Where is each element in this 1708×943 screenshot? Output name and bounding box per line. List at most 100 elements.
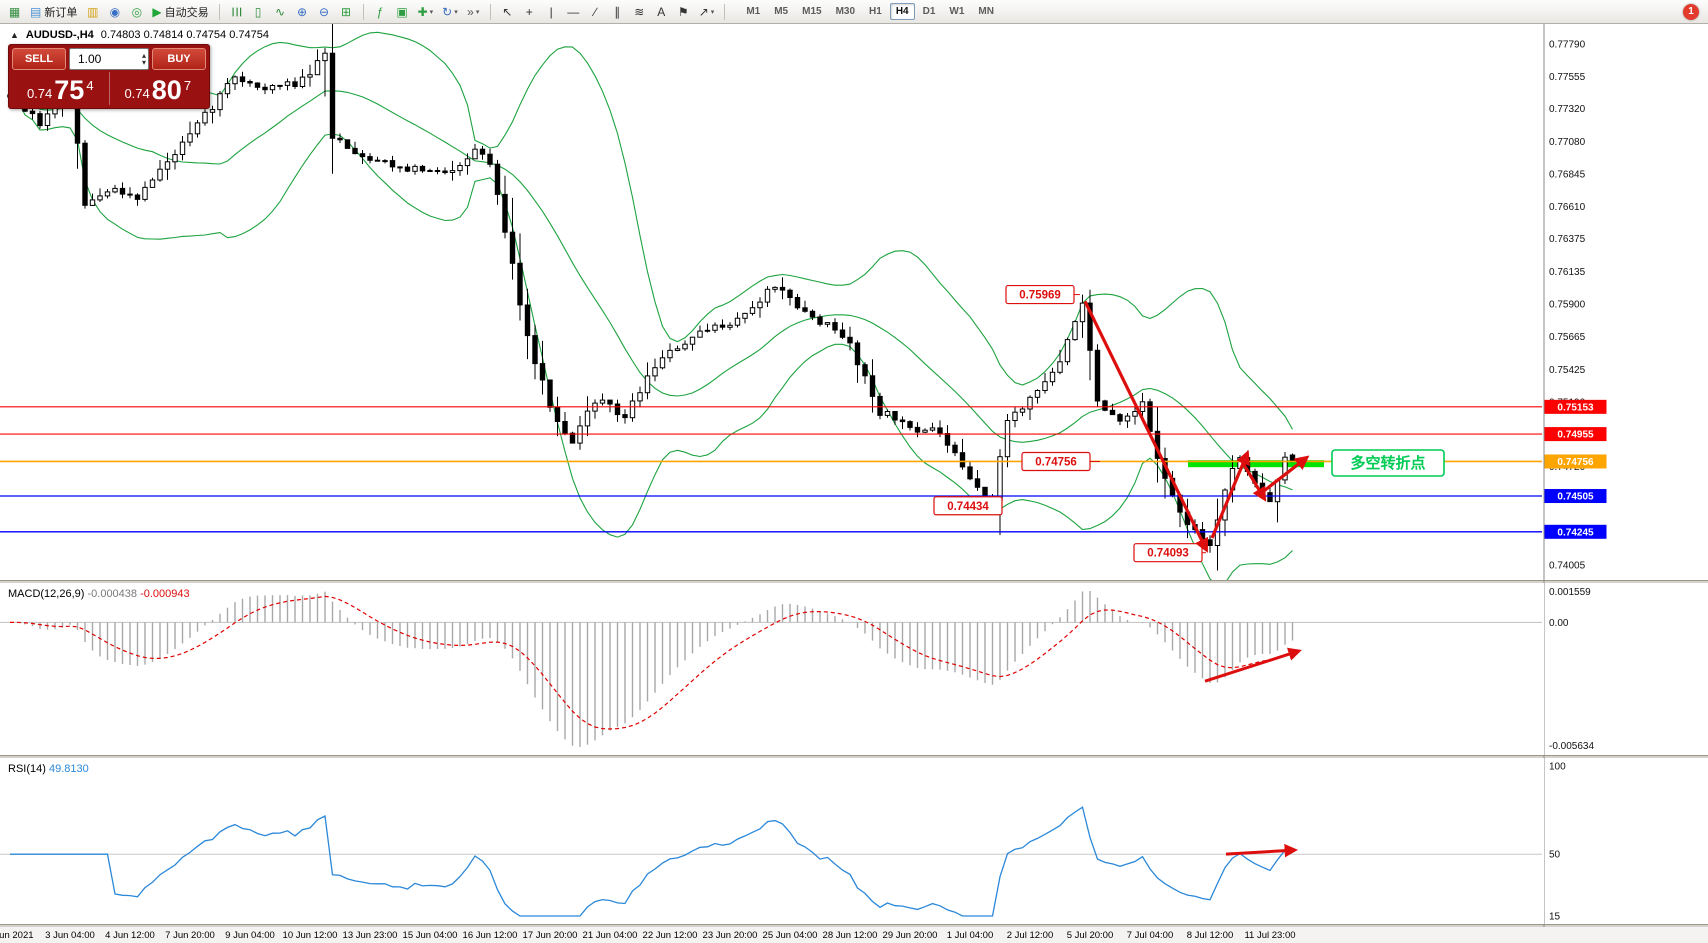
channel-tool-icon[interactable]: ∥	[607, 2, 628, 22]
price-badge-0.74955	[1544, 427, 1607, 442]
chart-header: ▲ AUDUSD-,H4 0.74803 0.74814 0.74754 0.7…	[10, 29, 269, 41]
sell-button[interactable]: SELL	[12, 48, 66, 70]
horizontal-line-tool-icon[interactable]: —	[563, 2, 584, 22]
price-badge-text: 0.75153	[1557, 402, 1594, 413]
bollinger-lower-band	[9, 96, 1293, 580]
timeframe-m1[interactable]: M1	[746, 6, 761, 17]
profile-icon[interactable]: ◉	[104, 2, 125, 22]
timeframe-m5[interactable]: M5	[774, 6, 789, 17]
indicators-icon-glyph: ƒ	[376, 4, 384, 19]
timeframe-d1[interactable]: D1	[922, 6, 936, 17]
cursor-tool-icon[interactable]: ↖	[497, 2, 518, 22]
time-axis-label: 1 Jul 04:00	[947, 930, 993, 941]
price-chart-panel[interactable]: 0.75969 0.74756 0.74434 0.74093 多空转折点	[0, 24, 1542, 585]
time-axis-label: 15 Jun 04:00	[403, 930, 458, 941]
price-annotation-box	[1005, 284, 1075, 305]
bar-chart-type-icon-glyph: ☰	[229, 6, 244, 17]
toolbar-icons: ▦ ▤ 新订单 ▥ ◉ ◎ ▶ 自动交易 ☰ ▯ ∿ ⊕ ⊖ ⊞ ƒ ▣ ✚ ▾ ↻ ▾» ▾ ↖ + | — ∕ ∥ ≋ A ⚑ ↗ ▾	[4, 2, 730, 22]
alerts-icon-glyph: ◎	[131, 4, 143, 19]
volume-down-icon[interactable]: ▾	[141, 58, 146, 67]
trend-arrow	[1238, 457, 1267, 502]
new-order-button[interactable]: ▤ 新订单	[26, 2, 81, 22]
timeframe-h1[interactable]: H1	[869, 6, 882, 17]
timeframe-mn[interactable]: MN	[978, 6, 994, 17]
label-tool-icon[interactable]: ⚑	[673, 2, 694, 22]
chart-window[interactable]: 0.75969 0.74756 0.74434 0.74093 多空转折点 0.77790…	[0, 24, 1708, 943]
price-badge-0.75153	[1544, 399, 1607, 414]
period-converter-icon[interactable]: ↻ ▾	[438, 2, 462, 22]
tile-windows-icon[interactable]: ⊞	[336, 2, 357, 22]
macd-scale-bottom: -0.005634	[1549, 741, 1594, 752]
zoom-out-icon-glyph: ⊖	[319, 4, 330, 19]
vertical-line-tool-icon[interactable]: |	[541, 2, 562, 22]
period-converter-icon-caret[interactable]: ▾	[454, 8, 458, 16]
alerts-icon[interactable]: ◎	[126, 2, 147, 22]
buy-price-display[interactable]: 0.74 80 7	[110, 72, 207, 105]
zoom-out-icon[interactable]: ⊖	[314, 2, 335, 22]
folder-icon-glyph: ▥	[87, 4, 99, 19]
trendline-tool-icon[interactable]: ∕	[585, 2, 606, 22]
panel-separator[interactable]	[0, 580, 1708, 583]
rsi-panel[interactable]	[0, 758, 1544, 924]
crosshair-tool-icon-glyph: +	[525, 4, 533, 19]
chart-canvas[interactable]: 0.75969 0.74756 0.74434 0.74093 多空转折点 0.77790…	[0, 24, 1708, 943]
one-click-collapse-icon[interactable]: ▲	[10, 30, 19, 40]
tile-windows-icon-glyph: ⊞	[341, 4, 352, 19]
panel-separator[interactable]	[0, 924, 1708, 927]
add-indicator-icon[interactable]: ✚ ▾	[414, 2, 438, 22]
autotrading-button[interactable]: ▶ 自动交易	[148, 2, 212, 22]
crosshair-tool-icon[interactable]: +	[519, 2, 540, 22]
chart-sym bol-label: AUDUSD-,H4	[25, 29, 94, 41]
macd-signal-line	[10, 595, 1293, 730]
candlestick-chart-type-icon[interactable]: ▯	[248, 2, 269, 22]
notification-badge[interactable]: 1	[1683, 3, 1699, 20]
price-axis-label: 0.76845	[1549, 170, 1586, 181]
new-chart-icon[interactable]: ▦	[4, 2, 25, 22]
trend-arrow	[1210, 450, 1250, 539]
line-chart-type-icon-glyph: ∿	[275, 4, 286, 19]
indicators-icon[interactable]: ƒ	[370, 2, 391, 22]
indicator-window-icon[interactable]: ▣	[392, 2, 413, 22]
zoom-in-icon[interactable]: ⊕	[292, 2, 313, 22]
time-axis-label: 22 Jun 12:00	[643, 930, 698, 941]
chart-shift-icon-glyph: »	[467, 4, 474, 19]
autotrading-button-glyph: ▶	[152, 4, 162, 19]
timeframe-w1[interactable]: W1	[949, 6, 965, 17]
timeframe-m30[interactable]: M30	[835, 6, 856, 17]
toolbar-separator	[489, 3, 491, 20]
volume-spinner[interactable]: ▴ ▾	[142, 49, 146, 69]
price-axis-label: 0.75425	[1549, 365, 1586, 376]
sell-price-big: 75	[54, 75, 85, 105]
note-box	[1331, 449, 1445, 477]
timeframe-toolbar: M1 M5 M15 M30 H1 H4 D1 W1 MN	[740, 3, 1000, 20]
time-axis-strip	[0, 927, 1708, 943]
fibonacci-tool-icon[interactable]: ≋	[629, 2, 650, 22]
bar-chart-type-icon[interactable]: ☰	[226, 2, 247, 22]
panel-separator[interactable]	[0, 755, 1708, 758]
price-axis-label: 0.77555	[1549, 72, 1586, 83]
trend-arrow	[1259, 455, 1310, 496]
main-toolbar: ▦ ▤ 新订单 ▥ ◉ ◎ ▶ 自动交易 ☰ ▯ ∿ ⊕ ⊖ ⊞ ƒ ▣ ✚ ▾ ↻ ▾» ▾ ↖ + | — ∕ ∥ ≋ A ⚑ ↗ ▾ M…	[0, 0, 1708, 24]
line-chart-type-icon[interactable]: ∿	[270, 2, 291, 22]
macd-panel[interactable]	[0, 583, 1544, 755]
timeframe-m15[interactable]: M15	[802, 6, 822, 17]
arrows-tool-icon[interactable]: ↗ ▾	[695, 2, 719, 22]
arrows-tool-icon-caret[interactable]: ▾	[710, 8, 715, 16]
volume-up-icon[interactable]: ▴	[141, 51, 146, 60]
buy-button[interactable]: BUY	[152, 48, 206, 70]
price-badge-0.74245	[1544, 524, 1607, 539]
volume-field[interactable]: 1.00 ▴ ▾	[69, 48, 149, 70]
price-axis-label: 0.76135	[1549, 267, 1586, 278]
price-badge-text: 0.74245	[1557, 527, 1594, 538]
text-tool-icon[interactable]: A	[651, 2, 672, 22]
sell-price-display[interactable]: 0.74 75 4	[12, 72, 110, 105]
folder-icon[interactable]: ▥	[82, 2, 103, 22]
chart-shift-icon[interactable]: » ▾	[463, 2, 484, 22]
chart-shift-icon-caret[interactable]: ▾	[475, 8, 480, 16]
toolbar-separator	[724, 3, 726, 20]
autotrading-button-label: 自动交易	[164, 6, 209, 19]
timeframe-h4[interactable]: H4	[889, 3, 915, 20]
period-converter-icon-glyph: ↻	[442, 4, 453, 19]
time-axis-label: 21 Jun 04:00	[583, 930, 638, 941]
add-indicator-icon-caret[interactable]: ▾	[429, 8, 434, 16]
